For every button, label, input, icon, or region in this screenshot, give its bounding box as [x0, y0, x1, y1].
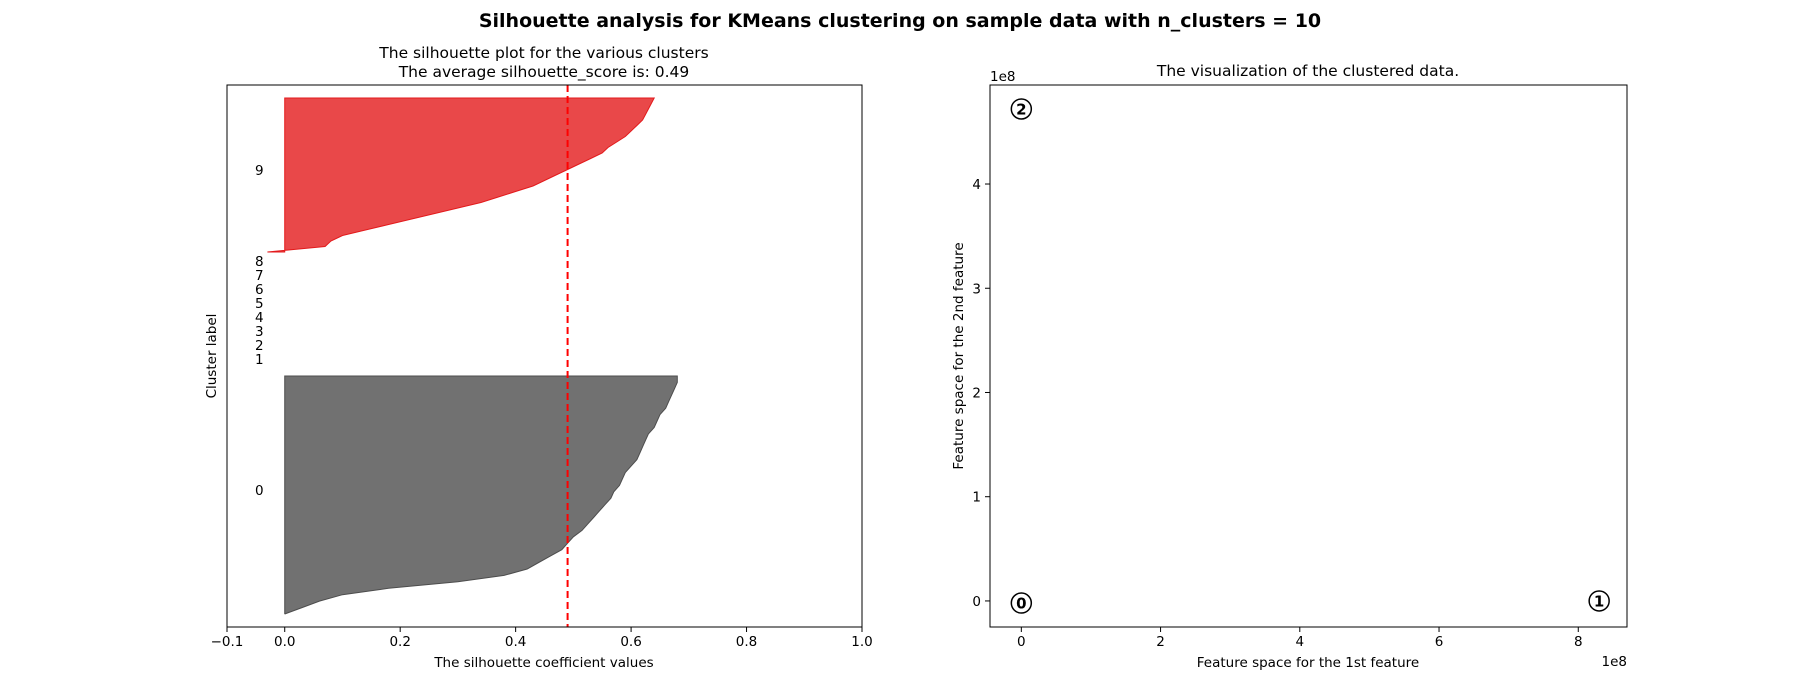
x-tick-label: 6 — [1435, 634, 1444, 650]
scatter-x-ticks: 0 2 4 6 8 — [1017, 627, 1583, 650]
cluster-label-9: 9 — [255, 163, 264, 179]
y-tick-label: 1 — [972, 490, 981, 506]
y-tick-label: 0 — [972, 594, 981, 610]
silhouette-plot-title: The silhouette plot for the various clus… — [378, 44, 708, 62]
x-tick-label: 0 — [1017, 634, 1026, 650]
scatter-y-axis-label: Feature space for the 2nd feature — [951, 242, 967, 469]
cluster-scatter-plot: The visualization of the clustered data.… — [951, 62, 1628, 671]
x-tick-label: 0.4 — [505, 634, 526, 650]
cluster-center-label-2: 2 — [1016, 100, 1026, 118]
x-tick-label: 0.6 — [620, 634, 641, 650]
cluster-center-0 — [1010, 592, 1033, 614]
scatter-y-offset-text: 1e8 — [990, 69, 1015, 85]
x-tick-label: 4 — [1296, 634, 1305, 650]
x-tick-label: 0.8 — [736, 634, 757, 650]
scatter-y-ticks: 0 1 2 3 4 — [972, 177, 990, 610]
silhouette-area-cluster-9 — [267, 97, 656, 253]
cluster-label-3: 3 — [255, 324, 264, 340]
scatter-plot-title: The visualization of the clustered data. — [1156, 62, 1459, 80]
silhouette-plot-subtitle: The average silhouette_score is: 0.49 — [398, 63, 690, 82]
cluster-centers: 2 1 0 — [1010, 98, 1610, 614]
x-tick-label: 8 — [1574, 634, 1583, 650]
y-tick-label: 2 — [972, 385, 981, 401]
cluster-label-8: 8 — [255, 254, 264, 270]
silhouette-areas — [267, 97, 678, 615]
scatter-x-axis-label: Feature space for the 1st feature — [1197, 655, 1419, 671]
y-tick-label: 4 — [972, 177, 981, 193]
silhouette-x-axis-label: The silhouette coefficient values — [433, 655, 653, 671]
cluster-center-2 — [1010, 98, 1033, 120]
cluster-label-1: 1 — [255, 352, 264, 368]
x-tick-label: −0.1 — [211, 634, 244, 650]
cluster-label-6: 6 — [255, 282, 264, 298]
silhouette-plot-frame — [226, 84, 863, 628]
cluster-label-2: 2 — [255, 338, 264, 354]
x-tick-label: 1.0 — [851, 634, 872, 650]
scatter-plot-frame — [989, 84, 1628, 628]
cluster-label-4: 4 — [255, 310, 264, 326]
silhouette-x-ticks: −0.1 0.0 0.2 0.4 0.6 0.8 1.0 — [211, 627, 873, 650]
scatter-x-offset-text: 1e8 — [1602, 654, 1627, 670]
cluster-label-7: 7 — [255, 268, 264, 284]
x-tick-label: 0.2 — [389, 634, 410, 650]
cluster-center-label-1: 1 — [1594, 592, 1604, 610]
y-tick-label: 3 — [972, 281, 981, 297]
cluster-label-0: 0 — [255, 483, 264, 499]
cluster-label-5: 5 — [255, 296, 264, 312]
x-tick-label: 0.0 — [274, 634, 295, 650]
silhouette-y-axis-label: Cluster label — [204, 314, 220, 399]
cluster-center-1 — [1588, 590, 1610, 612]
silhouette-area-cluster-0 — [284, 375, 678, 615]
figure-title: Silhouette analysis for KMeans clusterin… — [478, 10, 1322, 32]
silhouette-plot: The silhouette plot for the various clus… — [204, 44, 873, 671]
x-tick-label: 2 — [1156, 634, 1165, 650]
cluster-center-label-0: 0 — [1016, 595, 1026, 613]
